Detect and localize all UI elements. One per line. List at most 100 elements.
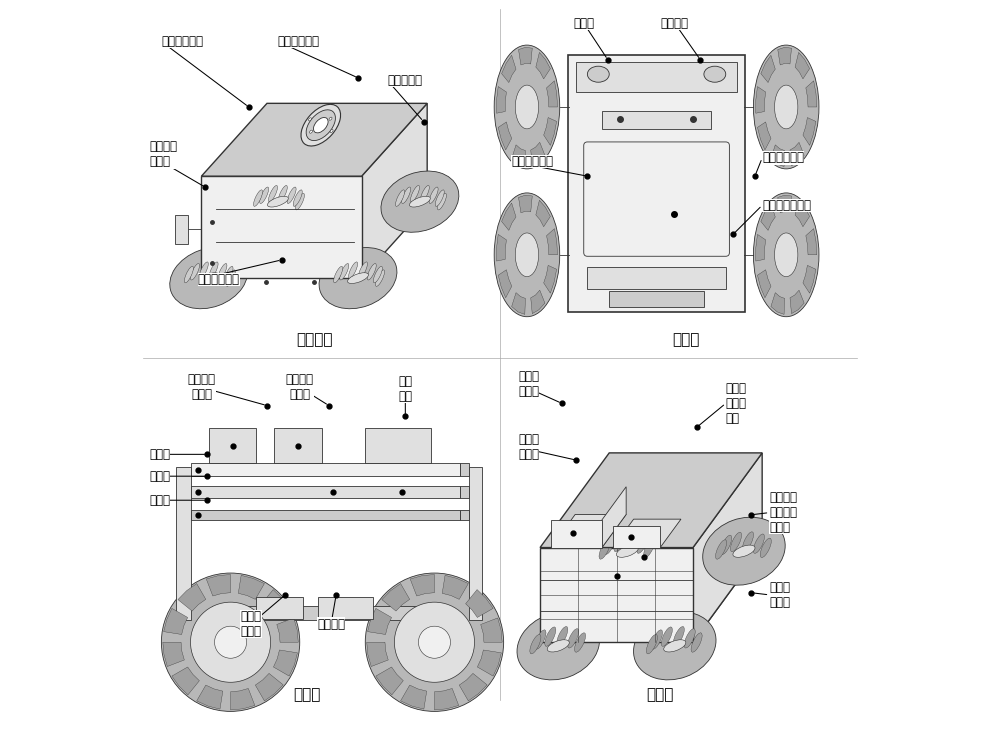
Polygon shape (551, 515, 626, 548)
FancyBboxPatch shape (469, 467, 482, 621)
Ellipse shape (269, 186, 277, 202)
Polygon shape (512, 145, 525, 167)
Polygon shape (410, 575, 434, 596)
FancyBboxPatch shape (256, 597, 303, 619)
Polygon shape (540, 548, 762, 643)
Circle shape (161, 573, 300, 711)
Text: 存储装置
安装座: 存储装置 安装座 (149, 140, 177, 168)
Ellipse shape (604, 535, 615, 555)
Ellipse shape (239, 171, 317, 232)
Ellipse shape (691, 633, 702, 652)
Ellipse shape (373, 266, 382, 283)
FancyBboxPatch shape (209, 428, 256, 463)
Polygon shape (540, 453, 762, 548)
Text: 无线充电接收器: 无线充电接收器 (762, 199, 811, 212)
Text: 视觉超声
波系统处
理装置: 视觉超声 波系统处 理装置 (769, 491, 797, 534)
Circle shape (191, 602, 271, 682)
Ellipse shape (614, 532, 625, 552)
Ellipse shape (429, 187, 438, 203)
Polygon shape (502, 56, 516, 83)
Ellipse shape (673, 626, 684, 646)
Ellipse shape (199, 262, 208, 279)
Ellipse shape (218, 263, 227, 280)
FancyBboxPatch shape (191, 510, 460, 520)
Polygon shape (255, 673, 283, 701)
Ellipse shape (310, 130, 313, 133)
Ellipse shape (313, 118, 328, 133)
Polygon shape (613, 519, 681, 548)
Polygon shape (761, 56, 775, 83)
Ellipse shape (753, 534, 764, 553)
Polygon shape (547, 229, 558, 255)
Ellipse shape (742, 532, 754, 551)
Ellipse shape (651, 630, 663, 649)
Ellipse shape (308, 118, 311, 121)
Ellipse shape (267, 197, 288, 207)
Polygon shape (803, 118, 816, 145)
Polygon shape (778, 48, 792, 65)
Ellipse shape (586, 518, 669, 586)
Text: 麦克拉姆轮: 麦克拉姆轮 (387, 74, 422, 86)
Polygon shape (497, 235, 506, 261)
Text: 机械臂
伺服驱
动器: 机械臂 伺服驱 动器 (726, 382, 747, 425)
Text: 无线通
讯装置: 无线通 讯装置 (769, 581, 790, 609)
Polygon shape (536, 53, 550, 79)
Polygon shape (172, 667, 199, 695)
Polygon shape (806, 229, 817, 255)
Polygon shape (790, 143, 804, 166)
Ellipse shape (381, 171, 459, 232)
FancyBboxPatch shape (175, 215, 188, 243)
Text: 机械臂
控制器: 机械臂 控制器 (518, 370, 539, 398)
Polygon shape (547, 81, 558, 107)
Polygon shape (231, 689, 255, 710)
Text: 锂电池串: 锂电池串 (317, 618, 345, 631)
Circle shape (215, 626, 247, 658)
Ellipse shape (334, 266, 343, 283)
FancyBboxPatch shape (191, 463, 460, 476)
FancyBboxPatch shape (576, 62, 737, 92)
Polygon shape (262, 590, 289, 618)
Polygon shape (466, 590, 493, 618)
Ellipse shape (409, 197, 430, 207)
Ellipse shape (515, 85, 539, 129)
Ellipse shape (753, 45, 819, 169)
Polygon shape (795, 200, 810, 227)
FancyBboxPatch shape (584, 142, 729, 257)
Ellipse shape (703, 518, 785, 586)
Polygon shape (367, 643, 388, 667)
Text: 主视图: 主视图 (293, 687, 321, 702)
Polygon shape (693, 453, 762, 643)
Polygon shape (376, 667, 403, 695)
Text: 第三层: 第三层 (149, 493, 170, 507)
Text: 电源管
理装置: 电源管 理装置 (240, 610, 261, 638)
FancyBboxPatch shape (587, 268, 726, 289)
Polygon shape (273, 650, 297, 676)
Ellipse shape (170, 248, 248, 308)
Polygon shape (778, 195, 792, 213)
Polygon shape (790, 290, 804, 314)
Text: 底视图: 底视图 (672, 333, 699, 347)
Text: 信号收发天线: 信号收发天线 (198, 273, 240, 286)
Polygon shape (613, 526, 660, 548)
Polygon shape (382, 583, 410, 611)
Text: 磁导航传感器: 磁导航传感器 (762, 151, 804, 164)
Ellipse shape (684, 629, 695, 648)
Polygon shape (459, 673, 487, 701)
Polygon shape (531, 290, 545, 314)
FancyBboxPatch shape (460, 463, 469, 476)
Polygon shape (551, 520, 602, 548)
FancyBboxPatch shape (176, 467, 191, 621)
Polygon shape (477, 650, 501, 676)
Ellipse shape (599, 539, 610, 559)
Ellipse shape (568, 629, 579, 648)
Circle shape (365, 573, 504, 711)
Circle shape (418, 626, 450, 658)
Ellipse shape (411, 186, 419, 202)
Polygon shape (531, 143, 545, 166)
Ellipse shape (494, 45, 560, 169)
Ellipse shape (545, 627, 556, 646)
Ellipse shape (330, 129, 333, 132)
Ellipse shape (295, 194, 304, 210)
Ellipse shape (306, 110, 335, 140)
Text: 减速器: 减速器 (573, 17, 594, 30)
